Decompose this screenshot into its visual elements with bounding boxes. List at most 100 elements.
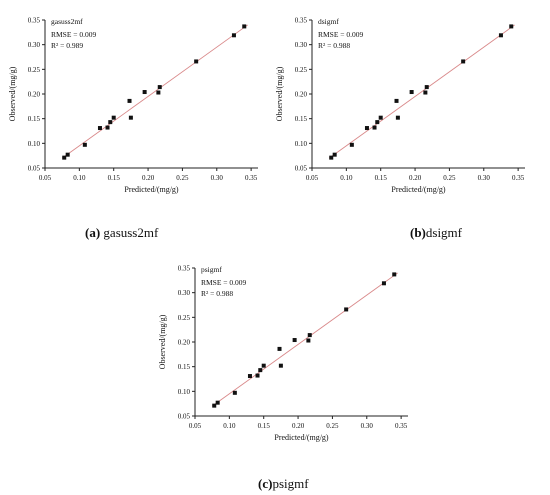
data-point: [194, 59, 199, 64]
data-point: [375, 120, 380, 125]
y-tick-label: 0.20: [178, 339, 191, 347]
fit-line: [328, 24, 515, 159]
y-tick-label: 0.15: [28, 115, 41, 123]
caption-c: (c)psigmf: [258, 476, 309, 492]
data-point: [306, 338, 311, 343]
data-point: [344, 307, 349, 312]
y-tick-label: 0.20: [295, 91, 308, 99]
data-point: [378, 115, 383, 120]
y-tick-label: 0.25: [28, 66, 41, 74]
data-point: [392, 272, 397, 277]
x-tick-label: 0.15: [375, 174, 388, 182]
caption-b-label: dsigmf: [425, 225, 463, 240]
caption-a-letter: (a): [85, 225, 101, 240]
caption-c-label: psigmf: [272, 476, 309, 491]
data-point: [62, 155, 67, 160]
x-tick-label: 0.25: [326, 422, 339, 430]
data-point: [108, 120, 113, 125]
x-tick-label: 0.05: [306, 174, 319, 182]
data-point: [277, 346, 282, 351]
rmse-label: RMSE = 0.009: [51, 30, 97, 39]
data-point: [509, 24, 514, 29]
panel-name: psigmf: [201, 265, 222, 274]
x-axis-label: Predicted/(mg/g): [391, 185, 446, 194]
y-axis-label: Observed/(mg/g): [275, 66, 284, 121]
data-point: [409, 90, 414, 95]
data-point: [278, 363, 283, 368]
x-tick-label: 0.30: [211, 174, 224, 182]
y-tick-label: 0.30: [28, 41, 41, 49]
fit-line: [61, 24, 248, 159]
y-tick-label: 0.10: [178, 388, 191, 396]
data-point: [307, 333, 312, 338]
panel-c: 0.05 0.10 0.15 0.20 0.25 0.30 0.35 0.05 0.10 0.15…: [158, 265, 408, 442]
data-point: [97, 126, 102, 131]
x-tick-label: 0.30: [361, 422, 374, 430]
r2-label: R² = 0.989: [51, 41, 83, 50]
panel-b: 0.05 0.10 0.15 0.20 0.25 0.30 0.35 0.05 0.10 0.15…: [275, 17, 525, 194]
fit-line: [211, 272, 398, 407]
y-tick-label: 0.05: [295, 165, 308, 173]
data-point: [65, 152, 70, 157]
y-tick-label: 0.10: [295, 140, 308, 148]
x-tick-label: 0.10: [73, 174, 86, 182]
y-tick-label: 0.15: [295, 115, 308, 123]
x-tick-label: 0.05: [189, 422, 202, 430]
x-tick-label: 0.20: [142, 174, 155, 182]
data-point: [82, 142, 87, 147]
y-tick-label: 0.05: [28, 165, 41, 173]
y-axis-label: Observed/(mg/g): [158, 314, 167, 369]
data-point: [329, 155, 334, 160]
data-point: [261, 363, 266, 368]
x-tick-label: 0.15: [258, 422, 271, 430]
x-tick-label: 0.25: [176, 174, 189, 182]
data-point: [424, 85, 429, 90]
x-tick-label: 0.35: [245, 174, 258, 182]
data-point: [395, 115, 400, 120]
y-tick-label: 0.20: [28, 91, 41, 99]
data-point: [128, 115, 133, 120]
data-point: [212, 403, 217, 408]
y-tick-label: 0.05: [178, 413, 191, 421]
panel-name: gasuss2mf: [51, 17, 83, 26]
data-point: [258, 368, 263, 373]
x-tick-label: 0.20: [292, 422, 305, 430]
data-point: [498, 33, 503, 38]
x-axis-label: Predicted/(mg/g): [274, 433, 329, 442]
y-tick-label: 0.30: [178, 289, 191, 297]
data-point: [364, 126, 369, 131]
data-point: [423, 90, 428, 95]
x-tick-label: 0.30: [478, 174, 491, 182]
y-tick-label: 0.10: [28, 140, 41, 148]
caption-a-label: gasuss2mf: [100, 225, 159, 240]
r2-label: R² = 0.988: [201, 289, 233, 298]
x-tick-label: 0.10: [223, 422, 236, 430]
data-point: [349, 142, 354, 147]
caption-c-letter: (c): [258, 476, 273, 491]
data-point: [242, 24, 247, 29]
x-tick-label: 0.35: [512, 174, 525, 182]
data-point: [127, 98, 132, 103]
caption-a: (a) gasuss2mf: [85, 225, 158, 241]
x-tick-label: 0.10: [340, 174, 353, 182]
panel-a: 0.05 0.10 0.15 0.20 0.25 0.30 0.35 0.05 0.10 0.15…: [8, 17, 258, 194]
data-point: [111, 115, 116, 120]
data-point: [215, 400, 220, 405]
y-tick-label: 0.25: [178, 314, 191, 322]
data-point: [461, 59, 466, 64]
x-tick-label: 0.35: [395, 422, 408, 430]
y-tick-label: 0.35: [178, 265, 191, 273]
y-tick-label: 0.15: [178, 363, 191, 371]
y-tick-label: 0.25: [295, 66, 308, 74]
data-point: [232, 390, 237, 395]
rmse-label: RMSE = 0.009: [201, 278, 247, 287]
data-point: [372, 125, 377, 130]
x-tick-label: 0.15: [108, 174, 121, 182]
r2-label: R² = 0.988: [318, 41, 350, 50]
x-axis-label: Predicted/(mg/g): [124, 185, 179, 194]
y-tick-label: 0.35: [28, 17, 41, 25]
caption-b-letter: (b): [410, 225, 426, 240]
data-point: [394, 98, 399, 103]
data-point: [231, 33, 236, 38]
